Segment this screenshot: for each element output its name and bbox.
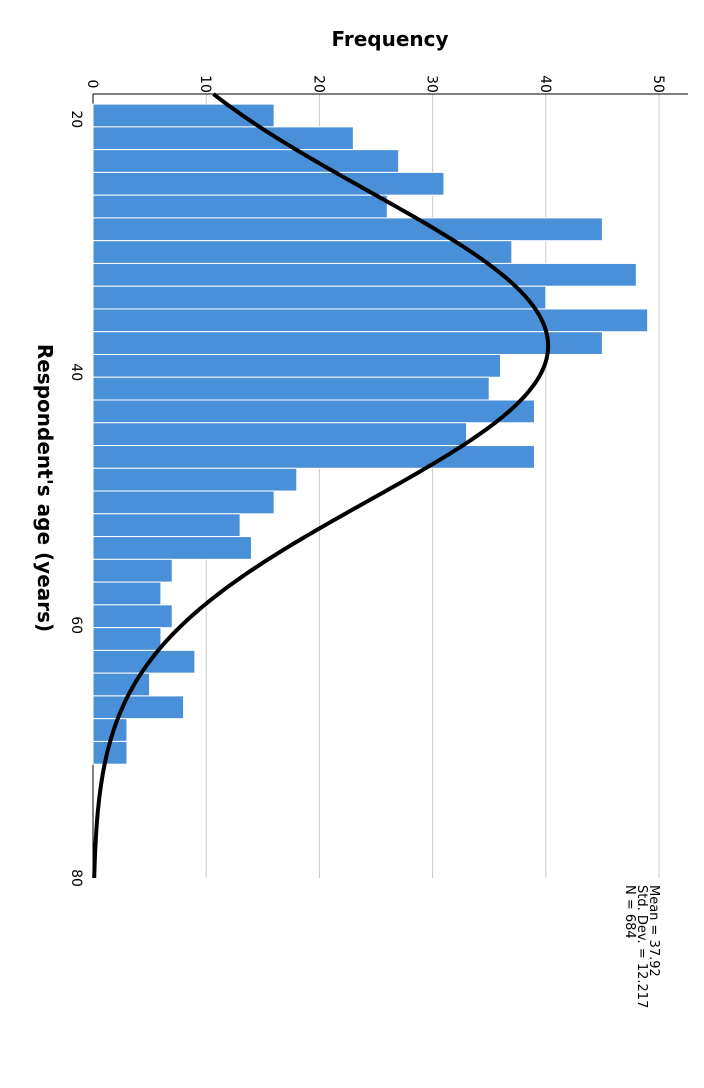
frequency-tick-label: 20 bbox=[310, 75, 326, 93]
age-tick-label: 20 bbox=[68, 110, 84, 128]
stats-mean: Mean = 37.92 bbox=[646, 885, 661, 977]
frequency-tick-label: 50 bbox=[650, 75, 666, 93]
age-tick-label: 60 bbox=[68, 616, 84, 634]
histogram-bar bbox=[92, 445, 535, 469]
frequency-tick-label: 40 bbox=[537, 75, 553, 93]
age-tick-label: 40 bbox=[68, 363, 84, 381]
histogram-bars bbox=[92, 103, 649, 765]
stats-box: Mean = 37.92 Std. Dev. = 12.217 N = 684 bbox=[622, 885, 661, 1008]
stats-n: N = 684 bbox=[622, 885, 637, 939]
histogram-bar bbox=[92, 240, 513, 264]
histogram-bar bbox=[92, 285, 547, 310]
histogram-bar bbox=[92, 103, 275, 128]
frequency-axis-title: Frequency bbox=[331, 27, 448, 51]
histogram-bar bbox=[92, 490, 275, 515]
age-tick-label: 80 bbox=[68, 869, 84, 887]
histogram-bar bbox=[92, 422, 468, 447]
histogram-bar bbox=[92, 695, 185, 720]
histogram-bar bbox=[92, 262, 637, 287]
age-tick-labels: 20 40 60 80 bbox=[68, 110, 84, 887]
frequency-tick-label: 0 bbox=[84, 80, 100, 89]
histogram-bar bbox=[92, 126, 354, 151]
frequency-tick-labels: 0 10 20 30 40 50 bbox=[84, 75, 666, 93]
histogram-bar bbox=[92, 581, 162, 606]
histogram-bar bbox=[92, 308, 649, 333]
histogram-bar bbox=[92, 353, 502, 378]
frequency-tick-label: 10 bbox=[197, 75, 213, 93]
histogram-bar bbox=[92, 536, 252, 560]
stats-std-dev: Std. Dev. = 12.217 bbox=[634, 885, 649, 1008]
histogram-bar bbox=[92, 171, 445, 196]
histogram-bar bbox=[92, 194, 388, 219]
normal-curve bbox=[92, 92, 551, 879]
histogram-bar bbox=[92, 558, 173, 583]
age-axis-title: Respondent's age (years) bbox=[33, 344, 57, 632]
histogram-bar bbox=[92, 467, 298, 492]
histogram-bar bbox=[92, 149, 400, 173]
histogram-bar bbox=[92, 217, 603, 242]
histogram-bar bbox=[92, 376, 490, 401]
histogram-bar bbox=[92, 399, 535, 424]
frequency-tick-label: 30 bbox=[424, 75, 440, 93]
histogram-bar bbox=[92, 627, 162, 651]
histogram-bar bbox=[92, 331, 603, 355]
histogram-bar bbox=[92, 513, 241, 538]
histogram-bar bbox=[92, 604, 173, 629]
